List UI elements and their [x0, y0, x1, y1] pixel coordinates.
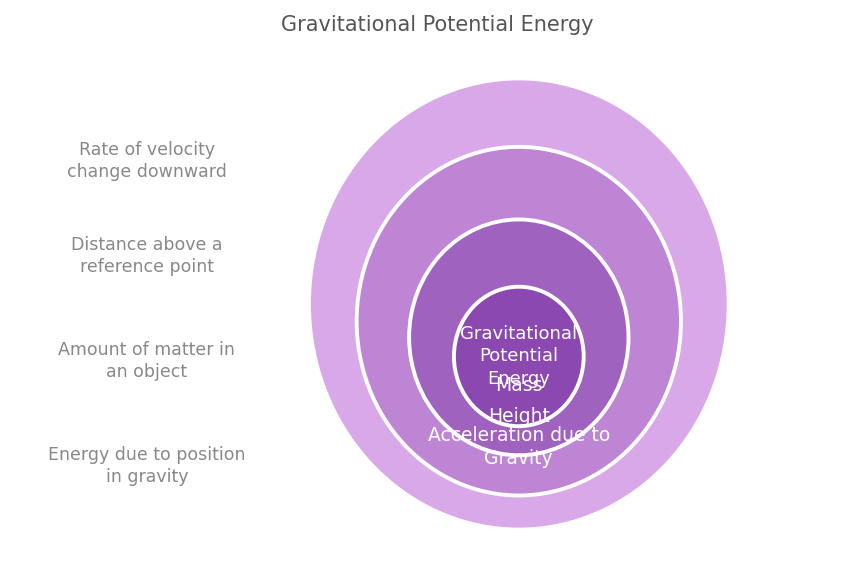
Ellipse shape	[309, 78, 728, 530]
Text: Mass: Mass	[495, 375, 542, 395]
Text: Energy due to position
in gravity: Energy due to position in gravity	[48, 446, 246, 486]
Title: Gravitational Potential Energy: Gravitational Potential Energy	[281, 15, 594, 35]
Text: Height: Height	[488, 407, 550, 426]
Text: Acceleration due to
Gravity: Acceleration due to Gravity	[428, 426, 610, 468]
Ellipse shape	[409, 219, 628, 455]
Text: Rate of velocity
change downward: Rate of velocity change downward	[67, 141, 227, 181]
Text: Amount of matter in
an object: Amount of matter in an object	[59, 341, 235, 382]
Ellipse shape	[357, 147, 681, 496]
Text: Gravitational
Potential
Energy: Gravitational Potential Energy	[460, 325, 577, 388]
Ellipse shape	[454, 287, 584, 426]
Text: Distance above a
reference point: Distance above a reference point	[71, 236, 223, 276]
